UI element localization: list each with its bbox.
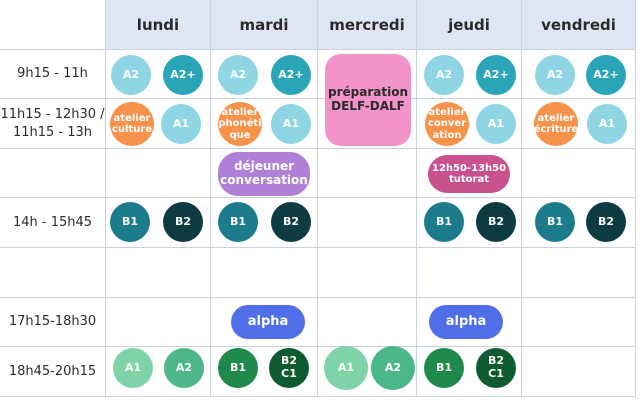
time-slot-4: 14h - 15h45 bbox=[0, 198, 106, 248]
slot-lundi-2 bbox=[106, 99, 211, 149]
vendredi-a2plus-badge[interactable]: A2+ bbox=[586, 55, 626, 95]
slot-mardi-3 bbox=[211, 149, 318, 198]
slot-vendredi-5 bbox=[522, 248, 636, 298]
jeudi-b2c1-evening-badge[interactable]: B2 C1 bbox=[476, 348, 516, 388]
slot-lundi-6 bbox=[106, 298, 211, 347]
slot-mercredi-4 bbox=[318, 198, 417, 248]
vendredi-b2-badge[interactable]: B2 bbox=[586, 202, 626, 242]
slot-jeudi-4 bbox=[417, 198, 522, 248]
jeudi-b1-badge[interactable]: B1 bbox=[424, 202, 464, 242]
slot-lundi-3 bbox=[106, 149, 211, 198]
mardi-atelier-phonetique-badge[interactable]: atelier phonéti que bbox=[218, 102, 262, 146]
jeudi-a2-badge[interactable]: A2 bbox=[424, 55, 464, 95]
mardi-dejeuner-badge[interactable]: déjeuner conversation bbox=[218, 152, 310, 196]
slot-vendredi-1 bbox=[522, 50, 636, 99]
mardi-b2-badge[interactable]: B2 bbox=[271, 202, 311, 242]
lundi-atelier-culture-badge[interactable]: atelier culture bbox=[110, 102, 154, 146]
jeudi-alpha-badge[interactable]: alpha bbox=[429, 305, 503, 339]
slot-jeudi-2 bbox=[417, 99, 522, 149]
slot-mardi-4 bbox=[211, 198, 318, 248]
mardi-b1-badge[interactable]: B1 bbox=[218, 202, 258, 242]
time-slot-6: 17h15-18h30 bbox=[0, 298, 106, 347]
slot-mardi-1 bbox=[211, 50, 318, 99]
mercredi-a1-evening-badge[interactable]: A1 bbox=[324, 346, 368, 390]
mardi-a2plus-badge[interactable]: A2+ bbox=[271, 55, 311, 95]
slot-vendredi-3 bbox=[522, 149, 636, 198]
mardi-b1-evening-badge[interactable]: B1 bbox=[218, 348, 258, 388]
lundi-a1-badge[interactable]: A1 bbox=[161, 104, 201, 144]
slot-lundi-7 bbox=[106, 347, 211, 397]
time-slot-1: 9h15 - 11h bbox=[0, 50, 106, 99]
lundi-a2plus-badge[interactable]: A2+ bbox=[163, 55, 203, 95]
lundi-b2-badge[interactable]: B2 bbox=[163, 202, 203, 242]
corner-cell bbox=[0, 0, 106, 50]
vendredi-b1-badge[interactable]: B1 bbox=[535, 202, 575, 242]
slot-mardi-7 bbox=[211, 347, 318, 397]
day-header-lundi: lundi bbox=[106, 0, 211, 50]
day-header-mardi: mardi bbox=[211, 0, 318, 50]
mardi-a1-badge[interactable]: A1 bbox=[271, 104, 311, 144]
day-header-jeudi: jeudi bbox=[417, 0, 522, 50]
lundi-a2-badge[interactable]: A2 bbox=[111, 55, 151, 95]
slot-mardi-6 bbox=[211, 298, 318, 347]
day-header-mercredi: mercredi bbox=[318, 0, 417, 50]
slot-mardi-5 bbox=[211, 248, 318, 298]
time-slot-5 bbox=[0, 248, 106, 298]
slot-mercredi-5 bbox=[318, 248, 417, 298]
slot-mercredi-3 bbox=[318, 149, 417, 198]
vendredi-a1-badge[interactable]: A1 bbox=[587, 104, 627, 144]
slot-jeudi-1 bbox=[417, 50, 522, 99]
slot-mercredi-6 bbox=[318, 298, 417, 347]
jeudi-atelier-conversation-badge[interactable]: atelier conver ation bbox=[425, 102, 469, 146]
time-slot-2: 11h15 - 12h30 /11h15 - 13h bbox=[0, 99, 106, 149]
mardi-alpha-badge[interactable]: alpha bbox=[231, 305, 305, 339]
mercredi-preparation-badge[interactable]: préparation DELF-DALF bbox=[325, 54, 411, 146]
slot-jeudi-7 bbox=[417, 347, 522, 397]
lundi-b1-badge[interactable]: B1 bbox=[110, 202, 150, 242]
day-header-vendredi: vendredi bbox=[522, 0, 636, 50]
slot-mercredi-7 bbox=[318, 347, 417, 397]
slot-mercredi-2 bbox=[318, 99, 417, 149]
slot-vendredi-4 bbox=[522, 198, 636, 248]
jeudi-b2-badge[interactable]: B2 bbox=[476, 202, 516, 242]
jeudi-tutorat-badge[interactable]: 12h50-13h50 tutorat bbox=[428, 155, 510, 193]
time-slot-3 bbox=[0, 149, 106, 198]
lundi-a1-evening-badge[interactable]: A1 bbox=[113, 348, 153, 388]
slot-mardi-2 bbox=[211, 99, 318, 149]
jeudi-a2plus-badge[interactable]: A2+ bbox=[476, 55, 516, 95]
lundi-a2-evening-badge[interactable]: A2 bbox=[164, 348, 204, 388]
vendredi-atelier-ecriture-badge[interactable]: atelier écriture bbox=[534, 102, 578, 146]
mercredi-a2-evening-badge[interactable]: A2 bbox=[371, 346, 415, 390]
slot-lundi-1 bbox=[106, 50, 211, 99]
mardi-a2-badge[interactable]: A2 bbox=[218, 55, 258, 95]
mardi-b2c1-evening-badge[interactable]: B2 C1 bbox=[269, 348, 309, 388]
jeudi-a1-badge[interactable]: A1 bbox=[476, 104, 516, 144]
slot-jeudi-3 bbox=[417, 149, 522, 198]
vendredi-a2-badge[interactable]: A2 bbox=[535, 55, 575, 95]
slot-jeudi-5 bbox=[417, 248, 522, 298]
slot-jeudi-6 bbox=[417, 298, 522, 347]
slot-vendredi-7 bbox=[522, 347, 636, 397]
slot-vendredi-2 bbox=[522, 99, 636, 149]
slot-lundi-5 bbox=[106, 248, 211, 298]
jeudi-b1-evening-badge[interactable]: B1 bbox=[424, 348, 464, 388]
slot-lundi-4 bbox=[106, 198, 211, 248]
time-slot-7: 18h45-20h15 bbox=[0, 347, 106, 397]
slot-vendredi-6 bbox=[522, 298, 636, 347]
